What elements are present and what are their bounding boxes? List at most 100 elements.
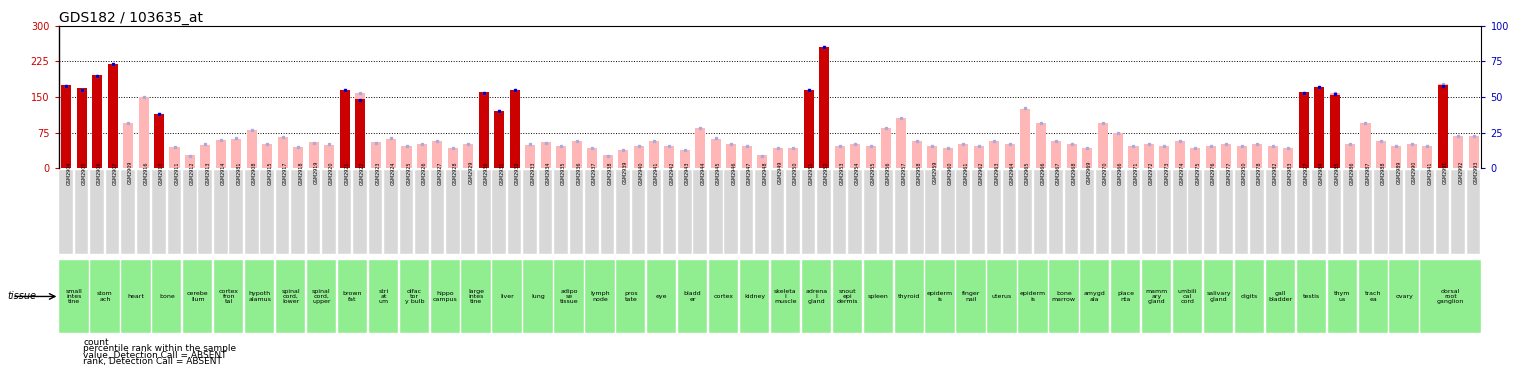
Text: GSM2957: GSM2957 xyxy=(901,161,907,184)
Text: GSM2944: GSM2944 xyxy=(701,161,705,184)
Text: GSM2937: GSM2937 xyxy=(591,161,598,184)
FancyBboxPatch shape xyxy=(616,259,645,333)
FancyBboxPatch shape xyxy=(802,170,815,254)
Text: kidney: kidney xyxy=(744,294,765,299)
Text: GDS182 / 103635_at: GDS182 / 103635_at xyxy=(59,11,203,25)
Text: large
intes
tine: large intes tine xyxy=(468,288,484,305)
Bar xyxy=(77,89,86,168)
FancyBboxPatch shape xyxy=(724,170,738,254)
Text: GSM2978: GSM2978 xyxy=(1257,161,1263,184)
Text: GSM2962: GSM2962 xyxy=(979,161,984,184)
Text: GSM2939: GSM2939 xyxy=(624,161,628,184)
Bar xyxy=(356,100,365,168)
Text: GSM2950: GSM2950 xyxy=(1241,161,1247,184)
Text: GSM2904: GSM2904 xyxy=(66,161,71,184)
Text: GSM2910: GSM2910 xyxy=(159,161,165,184)
Text: dorsal
root
ganglion: dorsal root ganglion xyxy=(1437,288,1465,305)
Text: adrena
l
gland: adrena l gland xyxy=(805,288,827,305)
Text: GSM2950: GSM2950 xyxy=(793,161,798,184)
FancyBboxPatch shape xyxy=(787,170,799,254)
FancyBboxPatch shape xyxy=(493,170,507,254)
FancyBboxPatch shape xyxy=(1173,170,1186,254)
Bar xyxy=(479,92,488,168)
Text: hypoth
alamus: hypoth alamus xyxy=(248,291,271,302)
Bar xyxy=(387,139,396,168)
Text: GSM2960: GSM2960 xyxy=(947,161,953,184)
Bar xyxy=(679,150,690,168)
Bar xyxy=(958,143,969,168)
Bar xyxy=(262,143,273,168)
Bar xyxy=(62,85,71,168)
Text: GSM2905: GSM2905 xyxy=(82,161,86,184)
FancyBboxPatch shape xyxy=(1358,259,1388,333)
FancyBboxPatch shape xyxy=(1343,170,1357,254)
FancyBboxPatch shape xyxy=(678,170,691,254)
Bar xyxy=(633,146,644,168)
FancyBboxPatch shape xyxy=(306,259,336,333)
Bar xyxy=(340,90,350,168)
Text: tissue: tissue xyxy=(8,291,37,302)
FancyBboxPatch shape xyxy=(524,259,553,333)
FancyBboxPatch shape xyxy=(987,170,1001,254)
Bar xyxy=(169,147,180,168)
Bar xyxy=(92,75,102,168)
FancyBboxPatch shape xyxy=(678,259,707,333)
Text: GSM2943: GSM2943 xyxy=(685,161,690,184)
Bar xyxy=(819,47,829,168)
FancyBboxPatch shape xyxy=(322,170,336,254)
Bar xyxy=(664,146,675,168)
Bar xyxy=(819,47,829,168)
Bar xyxy=(1206,146,1217,168)
Text: GSM2924: GSM2924 xyxy=(391,161,396,184)
Bar xyxy=(494,111,505,168)
Text: ovary: ovary xyxy=(1395,294,1414,299)
Bar xyxy=(1098,123,1107,168)
Text: rank, Detection Call = ABSENT: rank, Detection Call = ABSENT xyxy=(83,358,222,366)
Bar xyxy=(62,85,71,168)
Text: eye: eye xyxy=(656,294,667,299)
FancyBboxPatch shape xyxy=(864,259,893,333)
FancyBboxPatch shape xyxy=(229,170,243,254)
Text: cortex: cortex xyxy=(713,294,733,299)
Bar xyxy=(277,137,288,168)
Bar xyxy=(139,97,149,168)
FancyBboxPatch shape xyxy=(199,170,213,254)
FancyBboxPatch shape xyxy=(431,170,444,254)
Bar xyxy=(881,128,892,168)
FancyBboxPatch shape xyxy=(183,259,213,333)
FancyBboxPatch shape xyxy=(895,259,924,333)
FancyBboxPatch shape xyxy=(1466,170,1480,254)
Text: GSM2977: GSM2977 xyxy=(1226,161,1232,184)
Bar xyxy=(1314,87,1324,168)
FancyBboxPatch shape xyxy=(368,259,397,333)
FancyBboxPatch shape xyxy=(91,259,120,333)
FancyBboxPatch shape xyxy=(585,170,599,254)
FancyBboxPatch shape xyxy=(1018,170,1032,254)
FancyBboxPatch shape xyxy=(1312,170,1326,254)
Text: testis: testis xyxy=(1303,294,1320,299)
Text: skeleta
l
muscle: skeleta l muscle xyxy=(775,288,796,305)
FancyBboxPatch shape xyxy=(956,170,970,254)
FancyBboxPatch shape xyxy=(1266,259,1295,333)
Bar xyxy=(216,140,226,168)
Bar xyxy=(1438,84,1448,168)
Text: gall
bladder: gall bladder xyxy=(1269,291,1292,302)
Text: GSM2973: GSM2973 xyxy=(1164,161,1169,184)
Text: GSM2925: GSM2925 xyxy=(407,161,411,184)
Text: bladd
er: bladd er xyxy=(684,291,702,302)
FancyBboxPatch shape xyxy=(416,170,428,254)
FancyBboxPatch shape xyxy=(1049,259,1078,333)
Bar xyxy=(356,93,365,168)
Text: GSM2954: GSM2954 xyxy=(855,161,859,184)
Bar xyxy=(525,145,536,168)
FancyBboxPatch shape xyxy=(1143,259,1172,333)
Text: GSM2927: GSM2927 xyxy=(437,161,442,184)
Text: GSM2935: GSM2935 xyxy=(561,161,567,184)
FancyBboxPatch shape xyxy=(1110,170,1124,254)
Text: GSM2963: GSM2963 xyxy=(995,161,999,184)
FancyBboxPatch shape xyxy=(1435,170,1449,254)
Bar xyxy=(989,141,999,168)
Bar xyxy=(1144,143,1153,168)
FancyBboxPatch shape xyxy=(693,170,707,254)
FancyBboxPatch shape xyxy=(554,259,584,333)
